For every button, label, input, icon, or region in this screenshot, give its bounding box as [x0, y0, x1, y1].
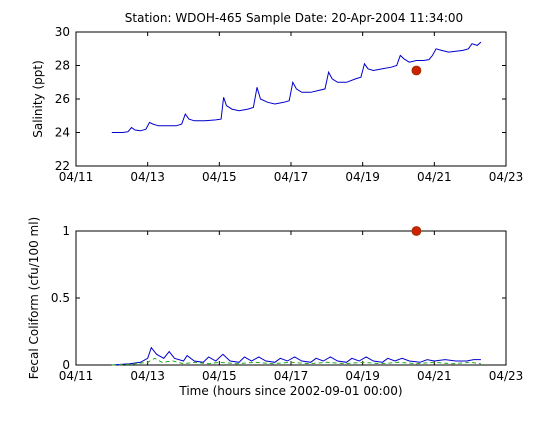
- x-tick-label: 04/15: [202, 170, 237, 184]
- x-tick-label: 04/21: [417, 170, 452, 184]
- plot-area-0: [76, 32, 506, 166]
- x-tick-label: 04/23: [489, 170, 524, 184]
- dashed-series-line: [112, 358, 481, 365]
- plot-area-1: [76, 231, 506, 365]
- sample-marker: [412, 66, 421, 75]
- chart-title: Station: WDOH-465 Sample Date: 20-Apr-20…: [125, 11, 463, 25]
- x-tick-label: 04/13: [130, 369, 165, 383]
- sample-marker: [412, 227, 421, 236]
- x-tick-label: 04/19: [345, 170, 380, 184]
- y-axis-label: Salinity (ppt): [31, 60, 45, 138]
- y-tick-label: 0: [62, 358, 70, 372]
- y-tick-label: 1: [62, 224, 70, 238]
- y-tick-label: 24: [55, 126, 70, 140]
- series-line: [112, 348, 481, 365]
- x-tick-label: 04/17: [274, 170, 309, 184]
- y-tick-label: 26: [55, 92, 70, 106]
- y-axis-label: Fecal Coliform (cfu/100 ml): [27, 217, 41, 380]
- series-line: [112, 42, 481, 132]
- y-tick-label: 28: [55, 59, 70, 73]
- x-tick-label: 04/23: [489, 369, 524, 383]
- x-tick-label: 04/15: [202, 369, 237, 383]
- x-tick-label: 04/17: [274, 369, 309, 383]
- y-tick-label: 30: [55, 25, 70, 39]
- y-tick-label: 0.5: [51, 291, 70, 305]
- x-tick-label: 04/13: [130, 170, 165, 184]
- x-tick-label: 04/19: [345, 369, 380, 383]
- x-axis-label: Time (hours since 2002-09-01 00:00): [178, 384, 402, 398]
- x-tick-label: 04/21: [417, 369, 452, 383]
- y-tick-label: 22: [55, 159, 70, 173]
